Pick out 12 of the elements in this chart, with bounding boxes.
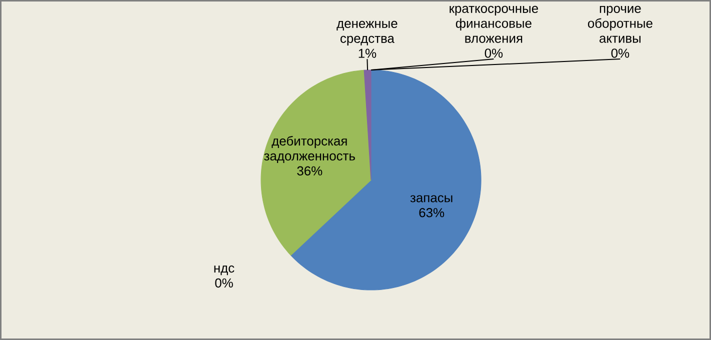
data-label: 63% bbox=[419, 208, 444, 218]
data-label: 36% bbox=[297, 166, 322, 176]
data-label: 1% bbox=[358, 48, 376, 58]
text: 0% bbox=[484, 48, 503, 58]
category-label: ндс bbox=[214, 266, 234, 276]
text: 0% bbox=[215, 278, 233, 288]
category-label: прочие оборотные активы bbox=[588, 6, 652, 43]
category-label: краткосрочные финансовые вложения bbox=[450, 6, 538, 43]
slice-label: денежные средства bbox=[336, 20, 398, 46]
slice-label: дебиторская задолженность bbox=[264, 136, 355, 163]
text: 0% bbox=[611, 48, 630, 58]
slice-label: запасы bbox=[410, 195, 452, 202]
